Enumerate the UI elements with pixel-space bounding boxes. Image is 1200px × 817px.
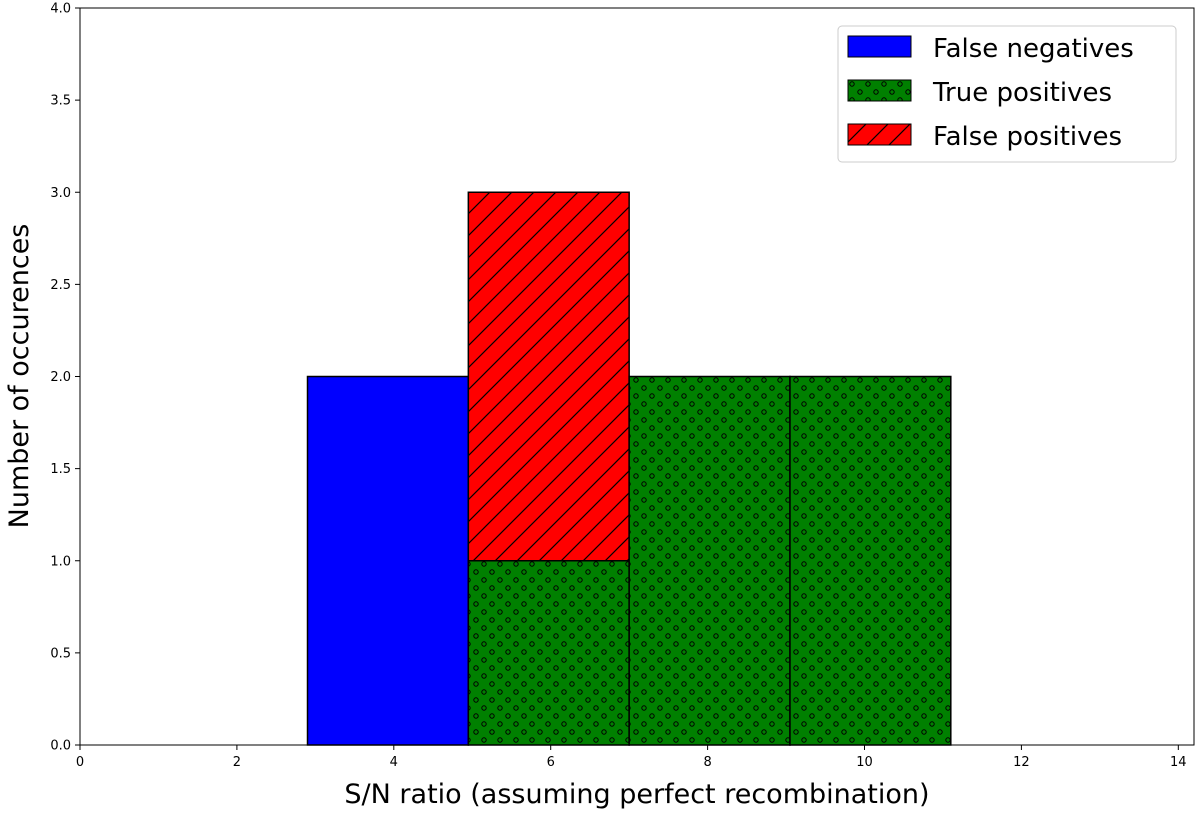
bar-true-positives-bin-3 — [789, 375, 952, 746]
y-tick-label: 0.0 — [50, 739, 71, 754]
x-tick-label: 0 — [76, 755, 84, 770]
legend-label-false-positives: False positives — [933, 122, 1122, 152]
bar-false-negatives-bin-0 — [306, 375, 470, 746]
x-tick-label: 4 — [390, 755, 398, 770]
legend-label-true-positives: True positives — [932, 78, 1112, 108]
legend: False negatives True positives False pos… — [837, 25, 1177, 163]
bar-true-positives-bin-2 — [628, 375, 791, 746]
legend-swatch-false-negatives — [847, 35, 912, 58]
y-tick-label: 1.0 — [50, 554, 71, 569]
legend-label-false-negatives: False negatives — [933, 34, 1134, 64]
y-tick-label: 3.0 — [50, 186, 71, 201]
bar-false-positives-bin-1 — [467, 191, 630, 562]
x-axis-title: S/N ratio (assuming perfect recombinatio… — [344, 779, 929, 810]
y-tick-label: 1.5 — [50, 462, 71, 477]
bars-group — [306, 191, 952, 746]
y-tick-label: 2.0 — [50, 370, 71, 385]
x-tick-label: 14 — [1170, 755, 1187, 770]
x-tick-label: 12 — [1013, 755, 1030, 770]
x-tick-label: 2 — [233, 755, 241, 770]
legend-box — [837, 25, 1177, 163]
x-tick-label: 6 — [547, 755, 555, 770]
y-axis: 0.0 0.5 1.0 1.5 2.0 2.5 3.0 3.5 4.0 — [50, 2, 80, 754]
y-tick-label: 4.0 — [50, 2, 71, 17]
x-tick-label: 10 — [856, 755, 873, 770]
y-tick-label: 0.5 — [50, 646, 71, 661]
bar-true-positives-bin-1 — [467, 560, 630, 746]
y-tick-label: 3.5 — [50, 94, 71, 109]
y-axis-title: Number of occurences — [4, 224, 35, 529]
legend-swatch-true-positives — [847, 79, 912, 102]
x-tick-label: 8 — [703, 755, 711, 770]
x-axis: 0 2 4 6 8 10 12 14 — [76, 745, 1187, 770]
legend-swatch-false-positives — [847, 123, 912, 146]
y-tick-label: 2.5 — [50, 278, 71, 293]
